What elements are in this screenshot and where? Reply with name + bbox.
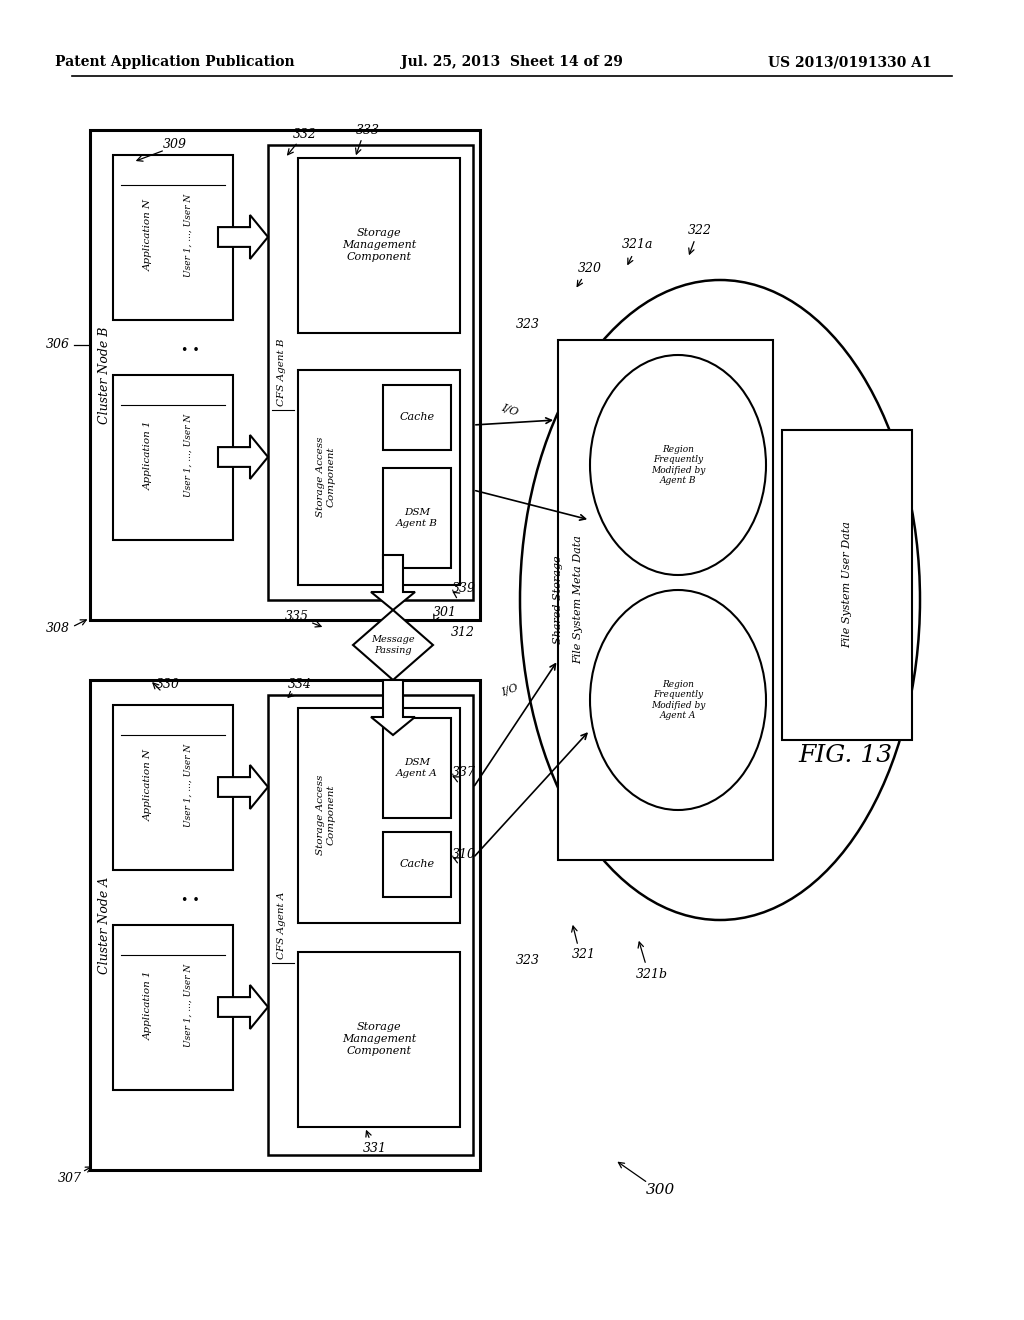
Text: DSM
Agent B: DSM Agent B xyxy=(396,508,438,528)
Text: 323: 323 xyxy=(516,318,540,331)
Text: 330: 330 xyxy=(156,678,180,692)
Bar xyxy=(268,696,473,1155)
Bar xyxy=(558,341,773,861)
Text: Jul. 25, 2013  Sheet 14 of 29: Jul. 25, 2013 Sheet 14 of 29 xyxy=(401,55,623,69)
Text: User 1, ..., User N: User 1, ..., User N xyxy=(183,193,193,277)
Text: File System Meta Data: File System Meta Data xyxy=(573,536,583,664)
Text: Application N: Application N xyxy=(143,748,153,821)
Polygon shape xyxy=(371,680,415,735)
Text: 312: 312 xyxy=(451,626,475,639)
Text: Message
Passing: Message Passing xyxy=(371,635,415,655)
Text: 307: 307 xyxy=(58,1172,82,1184)
Bar xyxy=(383,385,451,450)
Text: 335: 335 xyxy=(285,610,309,623)
Bar xyxy=(113,154,233,319)
Text: 321a: 321a xyxy=(623,239,653,252)
Text: Shared Storage: Shared Storage xyxy=(553,556,563,644)
Text: Application N: Application N xyxy=(143,199,153,271)
Bar xyxy=(113,705,233,870)
Text: • •: • • xyxy=(180,894,200,907)
Text: 333: 333 xyxy=(356,124,380,136)
Bar xyxy=(383,718,451,818)
Bar xyxy=(298,952,460,1127)
Ellipse shape xyxy=(590,355,766,576)
Text: 331: 331 xyxy=(362,1142,387,1155)
Text: Cluster Node A: Cluster Node A xyxy=(97,876,111,974)
Bar xyxy=(113,925,233,1090)
Text: 332: 332 xyxy=(293,128,317,141)
Text: 310: 310 xyxy=(452,849,476,862)
Text: Patent Application Publication: Patent Application Publication xyxy=(55,55,295,69)
Text: Storage Access
Component: Storage Access Component xyxy=(316,775,336,855)
Text: 309: 309 xyxy=(163,139,187,152)
Bar xyxy=(298,708,460,923)
Bar xyxy=(298,370,460,585)
Text: CFS Agent A: CFS Agent A xyxy=(278,891,287,958)
Text: I/O: I/O xyxy=(500,682,520,698)
Text: FIG. 13: FIG. 13 xyxy=(798,743,892,767)
Text: 306: 306 xyxy=(46,338,70,351)
Text: 308: 308 xyxy=(46,622,70,635)
Text: Cluster Node B: Cluster Node B xyxy=(97,326,111,424)
Text: Storage
Management
Component: Storage Management Component xyxy=(342,228,416,261)
Polygon shape xyxy=(218,766,268,809)
Text: 334: 334 xyxy=(288,678,312,692)
Text: Cache: Cache xyxy=(399,859,434,869)
Text: US 2013/0191330 A1: US 2013/0191330 A1 xyxy=(768,55,932,69)
Ellipse shape xyxy=(520,280,920,920)
Bar xyxy=(268,145,473,601)
Text: 339: 339 xyxy=(452,582,476,594)
Text: I/O: I/O xyxy=(500,403,520,417)
Polygon shape xyxy=(218,215,268,259)
Text: 321b: 321b xyxy=(636,969,668,982)
Text: File System User Data: File System User Data xyxy=(842,521,852,648)
Text: User 1, ..., User N: User 1, ..., User N xyxy=(183,964,193,1047)
Text: Cache: Cache xyxy=(399,412,434,422)
Bar xyxy=(90,680,480,1170)
Text: CFS Agent B: CFS Agent B xyxy=(278,338,287,405)
Text: 300: 300 xyxy=(645,1183,675,1197)
Text: 323: 323 xyxy=(516,953,540,966)
Text: Application 1: Application 1 xyxy=(143,970,153,1040)
Text: 337: 337 xyxy=(452,767,476,780)
Text: • •: • • xyxy=(180,343,200,356)
Text: Storage
Management
Component: Storage Management Component xyxy=(342,1023,416,1056)
Polygon shape xyxy=(218,436,268,479)
Text: 320: 320 xyxy=(578,261,602,275)
Text: Region
Frequently
Modified by
Agent B: Region Frequently Modified by Agent B xyxy=(651,445,706,486)
Bar xyxy=(90,129,480,620)
Text: DSM
Agent A: DSM Agent A xyxy=(396,758,438,777)
Bar xyxy=(383,469,451,568)
Bar xyxy=(298,158,460,333)
Text: Storage Access
Component: Storage Access Component xyxy=(316,437,336,517)
Ellipse shape xyxy=(590,590,766,810)
Polygon shape xyxy=(353,610,433,680)
Text: User 1, ..., User N: User 1, ..., User N xyxy=(183,413,193,496)
Text: Region
Frequently
Modified by
Agent A: Region Frequently Modified by Agent A xyxy=(651,680,706,721)
Text: 321: 321 xyxy=(572,949,596,961)
Text: User 1, ..., User N: User 1, ..., User N xyxy=(183,743,193,826)
Bar xyxy=(383,832,451,898)
Bar xyxy=(113,375,233,540)
Bar xyxy=(782,430,912,741)
Polygon shape xyxy=(371,554,415,610)
Text: 322: 322 xyxy=(688,223,712,236)
Polygon shape xyxy=(218,985,268,1030)
Text: 301: 301 xyxy=(433,606,457,619)
Text: Application 1: Application 1 xyxy=(143,420,153,490)
